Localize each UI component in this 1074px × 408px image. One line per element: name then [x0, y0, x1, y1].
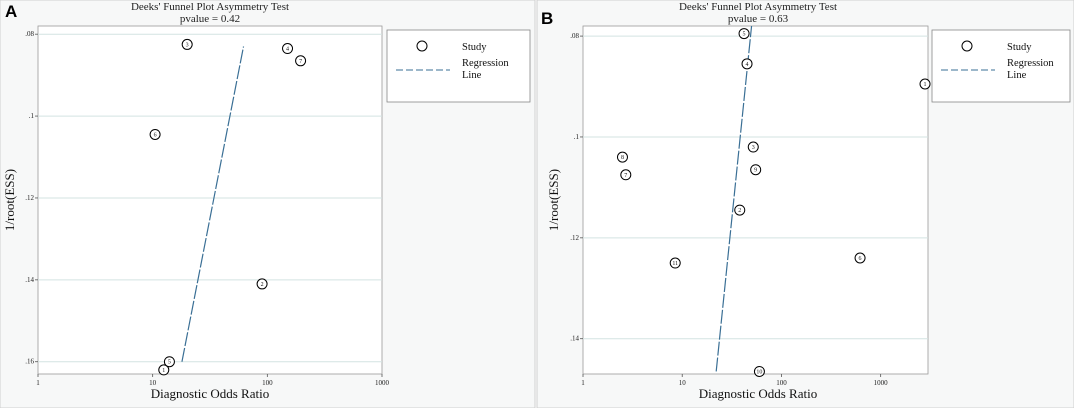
panel-a-regression-line	[181, 46, 245, 362]
panel-a-legend-box	[386, 29, 531, 103]
panel-a-study-label: 3	[186, 42, 189, 48]
panel-a-ytick-label: .16	[25, 358, 34, 366]
panel-a-ytick-label: .14	[25, 276, 34, 284]
panel-b-study-label: 10	[756, 369, 762, 375]
panel-a-study-label: 6	[154, 132, 157, 138]
panel-a-plot-area	[37, 25, 383, 375]
panel-b-study-point	[738, 28, 750, 40]
panel-a-ylabel: 1/root(ESS)	[2, 169, 17, 231]
panel-a-ytick-label: .08	[25, 30, 34, 38]
panel-a-xtick-label: 1	[36, 379, 40, 387]
panel-b-study-label: 1	[924, 82, 927, 88]
panel-a-legend-study: Study	[462, 42, 487, 53]
panel-a-pvalue: pvalue = 0.42	[180, 13, 240, 25]
panel-a-study-label: 1	[162, 368, 165, 374]
panel-b-study-label: 3	[752, 145, 755, 151]
panel-b-study-point	[620, 169, 632, 181]
panel-b-study-point	[616, 151, 628, 163]
panel-b-study-label: 8	[621, 155, 624, 161]
panel-b-study-point	[734, 204, 746, 216]
panel-a-study-label: 4	[286, 47, 289, 53]
panel-b-study-label: 5	[743, 32, 746, 38]
panel-b-study-label: 2	[738, 208, 741, 214]
panel-b-study-point	[753, 365, 765, 377]
panel-b-study-label: 6	[859, 256, 862, 262]
panel-a-study-label: 2	[261, 282, 264, 288]
panel-b-title: Deeks' Funnel Plot Asymmetry Test	[679, 1, 837, 13]
panel-a-xtick-label: 100	[262, 379, 273, 387]
panel-b-xtick-label: 1	[581, 379, 585, 387]
panel-a-study-point	[282, 43, 294, 55]
panel-b-plot: .08 .1 .12 .14 1 10 100 1000 1 2 3 4 5 6 7 8 9 10 11	[570, 25, 931, 387]
panel-b-ylabel: 1/root(ESS)	[546, 169, 561, 231]
panel-b-legend-study: Study	[1007, 42, 1032, 53]
panel-b-study-label: 9	[754, 168, 757, 174]
panel-b-legend-box	[931, 29, 1071, 103]
panel-a-legend: Study Regression Line	[386, 29, 531, 103]
panel-b-study-point	[854, 252, 866, 264]
panel-a-study-point	[295, 55, 307, 67]
panel-a-xtick-label: 10	[149, 379, 157, 387]
panel-b-regression-line	[715, 25, 753, 372]
panel-a-title: Deeks' Funnel Plot Asymmetry Test	[131, 1, 289, 13]
panel-b-ytick-label: .14	[570, 335, 579, 343]
panel-a-legend-regression: Regression	[462, 58, 509, 69]
panel-a-study-label: 7	[299, 59, 302, 65]
panel-a-plot: .08 .1 .12 .14 .16 1 10 100 1000 1 2 3 4 5 6 7	[25, 30, 389, 387]
panel-a-legend-line: Line	[462, 70, 482, 81]
panel-b-pvalue: pvalue = 0.63	[728, 13, 789, 25]
panel-b-plot-area	[582, 25, 929, 375]
panel-b-legend-regression: Regression	[1007, 58, 1054, 69]
panel-b-study-label: 11	[672, 261, 678, 267]
panel-a-study-point	[149, 128, 161, 140]
panel-a-ytick-label: .12	[25, 194, 34, 202]
panel-b-letter: B	[541, 9, 553, 28]
panel-b-legend-line: Line	[1007, 70, 1027, 81]
panel-b-xlabel: Diagnostic Odds Ratio	[699, 386, 817, 401]
panel-a-xlabel: Diagnostic Odds Ratio	[151, 386, 269, 401]
panel-b-study-point	[919, 78, 931, 90]
panel-b-study-point	[750, 164, 762, 176]
panel-b-xtick-label: 100	[776, 379, 787, 387]
panel-b-study-point	[747, 141, 759, 153]
panel-a-legend-study-marker	[416, 40, 428, 52]
panel-a-xtick-label: 1000	[375, 379, 390, 387]
panel-a-ytick-label: .1	[29, 112, 35, 120]
panel-a-study-point	[163, 356, 175, 368]
panel-b-legend-study-marker	[961, 40, 973, 52]
panel-b-study-point	[741, 58, 753, 70]
panel-a-study-point	[256, 278, 268, 290]
panel-b-ytick-label: .12	[570, 234, 579, 242]
panel-b-study-label: 7	[624, 173, 627, 179]
panel-b-xtick-label: 1000	[874, 379, 889, 387]
panel-a-study-point	[181, 38, 193, 50]
panel-b-study-point	[669, 257, 681, 269]
panel-b-xtick-label: 10	[679, 379, 687, 387]
panel-b-ytick-label: .08	[570, 32, 579, 40]
panel-a-study-label: 5	[168, 360, 171, 366]
panel-a-study-point	[158, 364, 170, 376]
panel-b-study-label: 4	[746, 62, 749, 68]
panel-b-legend: Study Regression Line	[931, 29, 1071, 103]
panel-a-letter: A	[5, 2, 17, 21]
panel-b-ytick-label: .1	[574, 133, 580, 141]
